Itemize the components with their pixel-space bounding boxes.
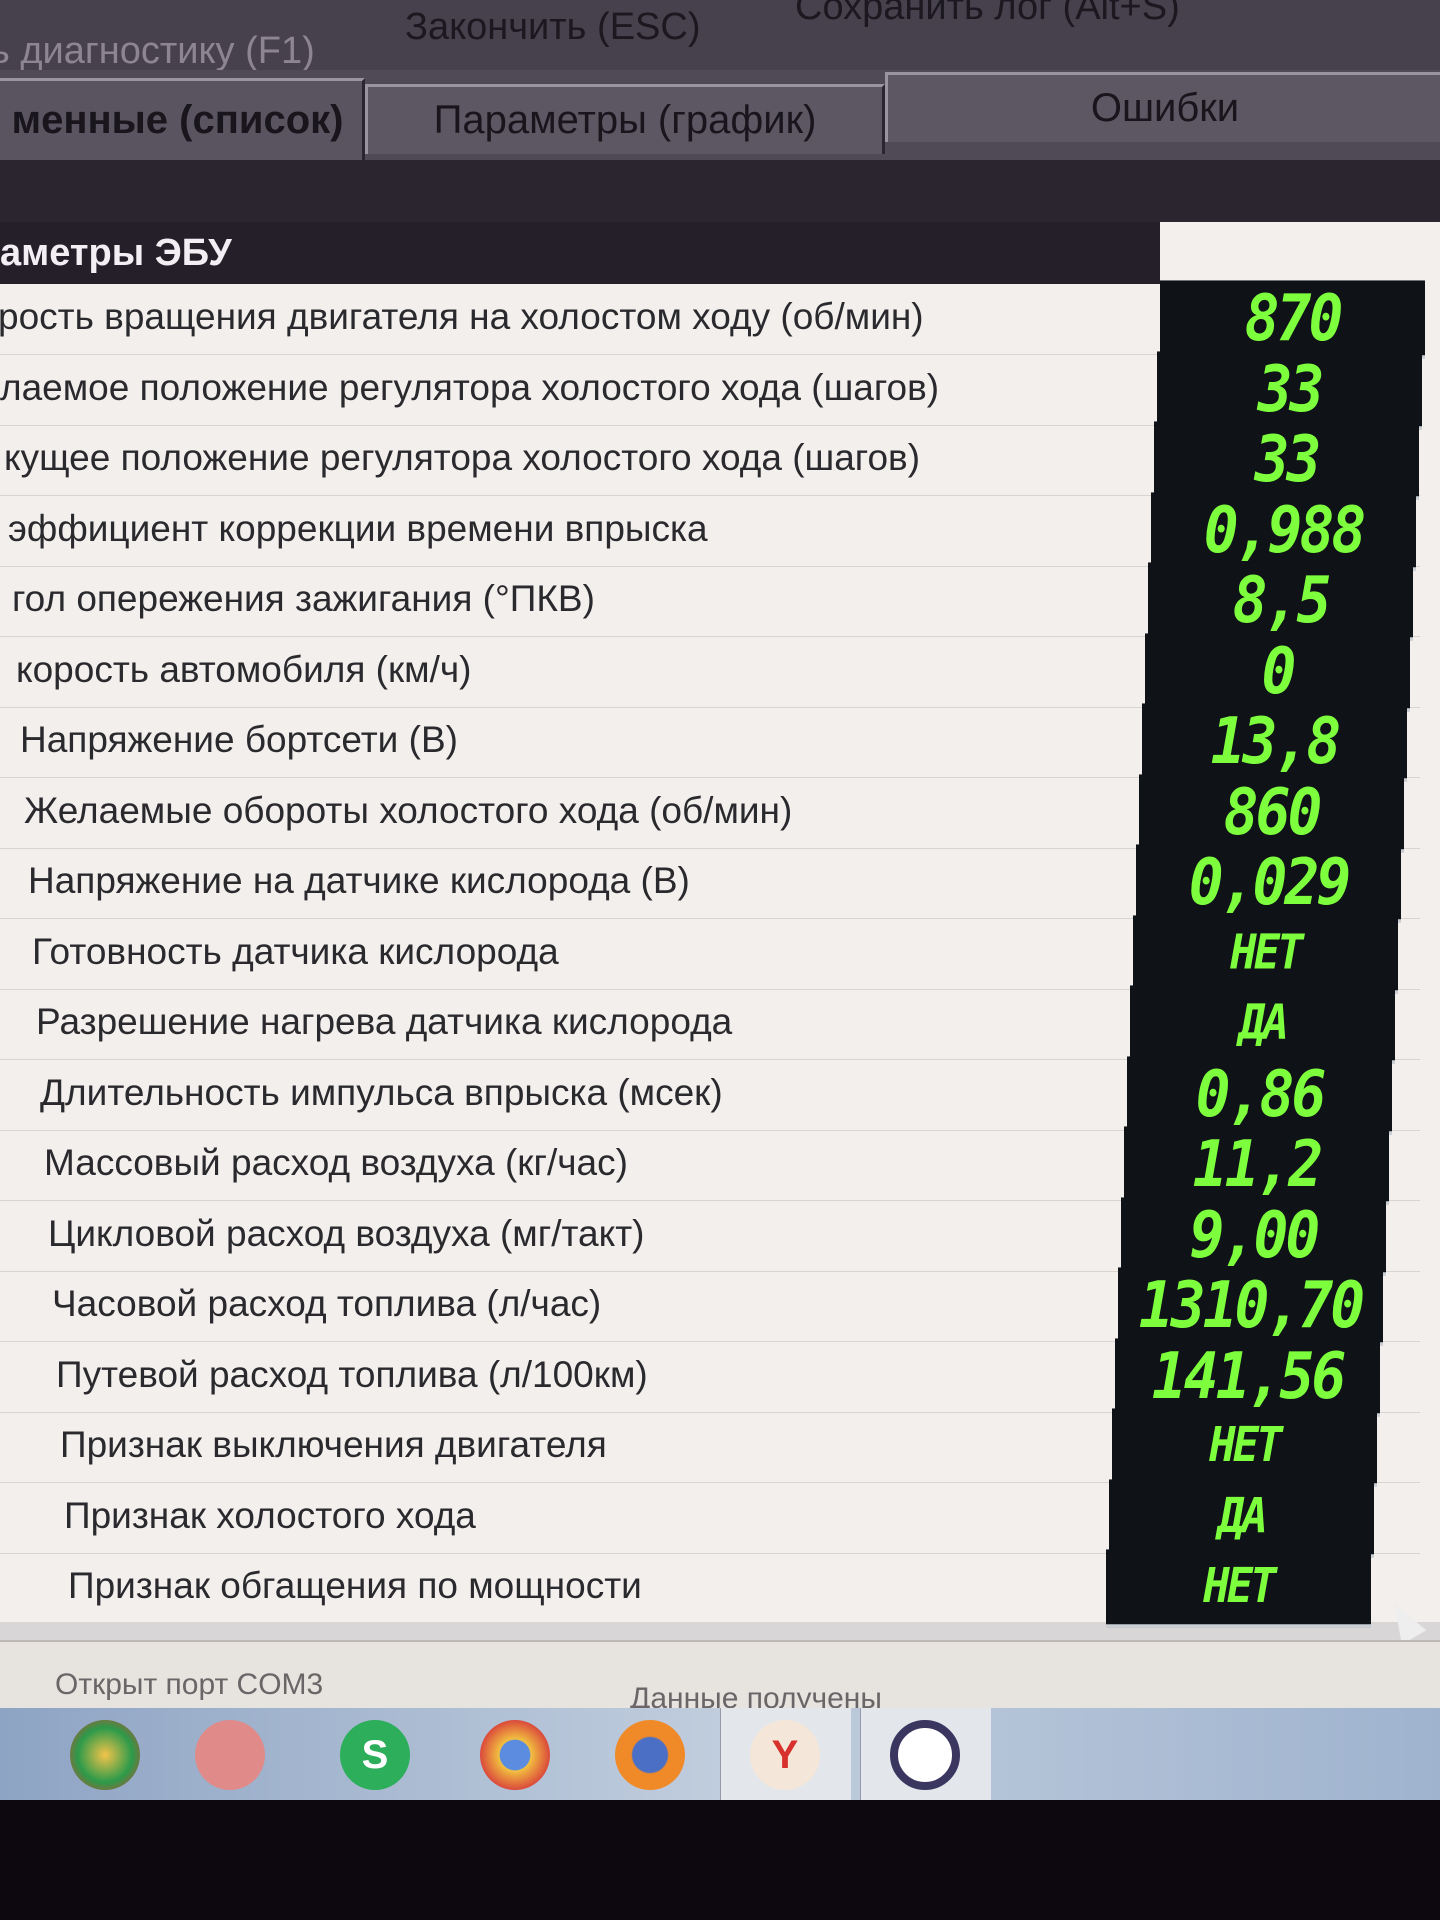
table-row[interactable]: рость вращения двигателя на холостом ход… [0, 280, 1425, 359]
table-header: аметры ЭБУ [0, 222, 1160, 284]
parameter-label: эффициент коррекции времени впрыска [8, 507, 708, 549]
parameter-value: 33 [1157, 350, 1422, 430]
save-log-button[interactable]: Сохранить лог (Alt+S) [795, 0, 1180, 28]
parameter-value: 1310,70 [1118, 1267, 1383, 1346]
parameter-value: ДА [1130, 985, 1395, 1064]
parameter-label: Путевой расход топлива (л/100км) [56, 1353, 648, 1395]
table-row[interactable]: Признак выключения двигателя НЕТ [0, 1408, 1420, 1487]
table-row[interactable]: Длительность импульса впрыска (мсек) 0,86 [0, 1055, 1420, 1135]
table-row[interactable]: Разрешение нагрева датчика кислорода ДА [0, 985, 1420, 1064]
tab-label: Параметры (график) [433, 98, 817, 142]
table-row[interactable]: Путевой расход топлива (л/100км) 141,56 [0, 1337, 1420, 1417]
chrome-icon[interactable] [480, 1720, 550, 1790]
diagnostic-app-window: ь диагностику (F1) Закончить (ESC) Сохра… [0, 0, 1440, 1800]
tab-label: менные (список) [11, 98, 344, 142]
parameter-label: рость вращения двигателя на холостом ход… [0, 296, 924, 337]
chrome-alt-icon[interactable] [70, 1720, 140, 1790]
tab-parameters-chart[interactable]: Параметры (график) [365, 84, 885, 154]
parameter-label: гол опережения зажигания (°ПКВ) [12, 578, 595, 619]
diagnostic-app-icon[interactable] [890, 1720, 960, 1790]
status-bar: Открыт порт COM3 Данные получены [0, 1640, 1440, 1715]
parameter-value: 9,00 [1121, 1196, 1386, 1276]
parameter-value: НЕТ [1112, 1408, 1377, 1487]
table-row[interactable]: Напряжение бортсети (В) 13,8 [0, 703, 1420, 782]
parameter-value: 0,029 [1136, 844, 1401, 923]
parameter-value: 0 [1145, 632, 1410, 712]
parameter-value: 0,86 [1127, 1055, 1392, 1135]
table-row[interactable]: Цикловой расход воздуха (мг/такт) 9,00 [0, 1196, 1420, 1276]
table-row[interactable]: Готовность датчика кислорода НЕТ [0, 914, 1420, 994]
table-row[interactable]: Признак холостого хода ДА [0, 1478, 1420, 1558]
parameter-label: корость автомобиля (км/ч) [16, 648, 472, 690]
parameter-label: Признак обгащения по мощности [68, 1565, 642, 1606]
start-diagnostics-button[interactable]: ь диагностику (F1) [0, 30, 315, 72]
parameter-value: 860 [1139, 773, 1404, 853]
parameter-label: кущее положение регулятора холостого ход… [4, 437, 921, 478]
finish-button[interactable]: Закончить (ESC) [405, 6, 701, 48]
parameter-value: 33 [1154, 421, 1419, 500]
yandex-browser-icon[interactable]: Y [750, 1720, 820, 1790]
parameter-label: Разрешение нагрева датчика кислорода [36, 1001, 733, 1042]
yandex-glyph: Y [771, 1732, 799, 1777]
tab-label: Ошибки [1090, 86, 1240, 130]
parameter-label: Готовность датчика кислорода [32, 930, 559, 972]
parameter-value: 141,56 [1115, 1337, 1380, 1417]
parameter-label: Массовый расход воздуха (кг/час) [44, 1142, 628, 1183]
parameter-label: лаемое положение регулятора холостого хо… [0, 366, 940, 408]
parameter-label: Цикловой расход воздуха (мг/такт) [48, 1212, 645, 1254]
parameter-label: Часовой расход топлива (л/час) [52, 1283, 602, 1324]
table-row[interactable]: эффициент коррекции времени впрыска 0,988 [0, 491, 1420, 571]
firefox-icon[interactable] [615, 1720, 685, 1790]
parameter-value: НЕТ [1106, 1549, 1371, 1628]
table-row[interactable]: кущее положение регулятора холостого ход… [0, 421, 1420, 500]
table-row[interactable]: лаемое положение регулятора холостого хо… [0, 350, 1422, 430]
app-icon[interactable] [195, 1720, 265, 1790]
table-row[interactable]: Массовый расход воздуха (кг/час) 11,2 [0, 1126, 1420, 1205]
parameter-label: Напряжение бортсети (В) [20, 719, 458, 760]
table-row[interactable]: корость автомобиля (км/ч) 0 [0, 632, 1420, 712]
toolbar: ь диагностику (F1) Закончить (ESC) Сохра… [0, 0, 1440, 78]
table-row[interactable]: Напряжение на датчике кислорода (В) 0,029 [0, 844, 1420, 923]
parameter-value: НЕТ [1133, 914, 1398, 994]
parameter-value: 11,2 [1124, 1126, 1389, 1205]
parameter-label: Признак выключения двигателя [60, 1424, 607, 1465]
parameter-label: Признак холостого хода [64, 1494, 476, 1536]
parameter-value: 8,5 [1148, 562, 1413, 641]
parameter-value: 0,988 [1151, 491, 1416, 571]
table-row[interactable]: Желаемые обороты холостого хода (об/мин)… [0, 773, 1420, 853]
skype-icon[interactable]: S [340, 1720, 410, 1790]
tab-errors[interactable]: Ошибки [885, 72, 1440, 142]
table-row[interactable]: Часовой расход топлива (л/час) 1310,70 [0, 1267, 1420, 1346]
table-row[interactable]: Признак обгащения по мощности НЕТ [0, 1549, 1420, 1628]
tab-bar: менные (список) Параметры (график) Ошибк… [0, 70, 1440, 160]
parameter-value: 13,8 [1142, 703, 1407, 782]
tab-variables-list[interactable]: менные (список) [0, 78, 365, 160]
ecu-parameters-table: аметры ЭБУ рость вращения двигателя на х… [0, 222, 1440, 1628]
taskbar: S Y [0, 1708, 1440, 1800]
parameter-value: 870 [1160, 280, 1425, 359]
parameter-value: ДА [1109, 1478, 1374, 1558]
port-status: Открыт порт COM3 [55, 1668, 324, 1701]
table-row[interactable]: гол опережения зажигания (°ПКВ) 8,5 [0, 562, 1420, 641]
parameter-label: Желаемые обороты холостого хода (об/мин) [24, 789, 793, 831]
tab-panel-border [0, 160, 1440, 230]
parameter-label: Длительность импульса впрыска (мсек) [40, 1071, 723, 1113]
parameter-label: Напряжение на датчике кислорода (В) [28, 860, 690, 901]
skype-glyph: S [361, 1732, 389, 1777]
